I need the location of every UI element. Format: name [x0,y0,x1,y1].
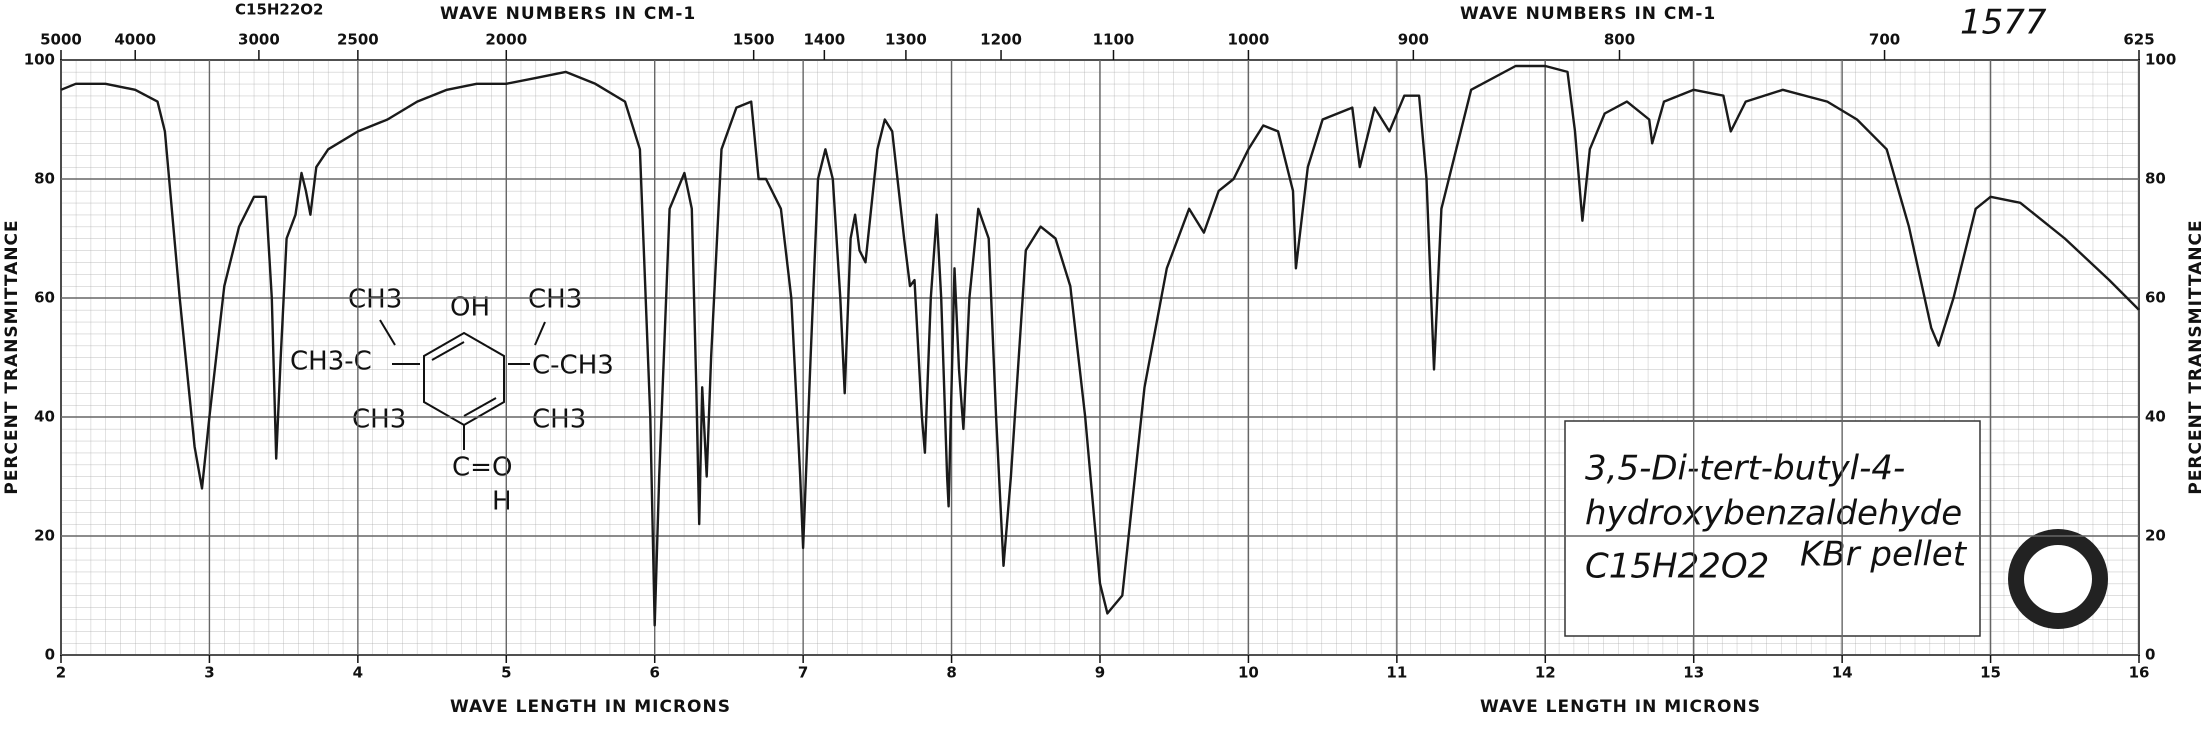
x2-tick-label: 1500 [733,31,775,49]
structure-label: C=O [452,453,512,483]
card [1564,420,1981,637]
x-tick-label: 8 [946,664,956,682]
x2-tick-label: 1300 [885,31,927,49]
label-card: 3,5-Di-tert-butyl-4- hydroxybenzaldehyde… [1564,420,2108,637]
x2-tick-label: 1400 [803,31,845,49]
y-tick-label: 0 [2145,646,2155,664]
y-tick-label: 80 [34,170,55,188]
y-tick-label: 60 [34,289,55,307]
x-axis-label: WAVE LENGTH IN MICRONS [1480,697,1761,717]
x2-tick-label: 2500 [337,31,379,49]
y-tick-label: 20 [2145,527,2166,545]
structure-label: C-CH3 [532,351,614,381]
x2-tick-label: 1200 [980,31,1022,49]
y-axis-label: PERCENT TRANSMITTANCE [2,219,22,494]
x-tick-label: 12 [1535,664,1556,682]
structure-label: CH3 [532,405,586,435]
structure-label: CH3 [348,285,402,315]
structure-label: CH3 [528,285,582,315]
y-tick-label: 0 [45,646,55,664]
x2-tick-label: 900 [1398,31,1429,49]
y-tick-label: 100 [24,51,55,69]
x-tick-label: 13 [1683,664,1704,682]
x-tick-label: 14 [1832,664,1853,682]
x2-tick-label: 800 [1604,31,1635,49]
logo-inner [2024,545,2092,613]
x2-tick-label: 3000 [238,31,280,49]
x-axis-label: WAVE LENGTH IN MICRONS [450,697,731,717]
catalog-number: 1577 [1960,3,2047,43]
x2-tick-label: 700 [1869,31,1900,49]
y-tick-label: 60 [2145,289,2166,307]
x-tick-label: 15 [1980,664,2001,682]
top-formula: C15H22O2 [235,1,324,19]
y-tick-label: 20 [34,527,55,545]
x-tick-label: 9 [1095,664,1105,682]
x-tick-label: 16 [2129,664,2150,682]
x2-tick-label: 625 [2123,31,2154,49]
x-tick-label: 11 [1386,664,1407,682]
x-tick-label: 10 [1238,664,1259,682]
x2-axis-label: WAVE NUMBERS IN CM-1 [1460,4,1716,24]
y-tick-label: 80 [2145,170,2166,188]
x2-axis-label: WAVE NUMBERS IN CM-1 [440,4,696,24]
x2-tick-label: 2000 [485,31,527,49]
compound-name: 3,5-Di-tert-butyl-4- [1585,449,1905,489]
x-tick-label: 6 [649,664,659,682]
sample-method: KBr pellet [1800,535,1968,575]
y-axis-label: PERCENT TRANSMITTANCE [2186,219,2206,494]
bonds [379,319,546,450]
x-tick-label: 5 [501,664,511,682]
y-tick-label: 40 [34,408,55,426]
formula: C15H22O2 [1585,547,1769,587]
x-tick-label: 4 [353,664,363,682]
x-tick-label: 3 [204,664,214,682]
structure: CH3 OH CH3 CH3-C C-CH3 CH3 CH3 C=O H [290,285,614,517]
spectrum-line [60,64,2140,627]
y-tick-label: 100 [2145,51,2176,69]
y-tick-label: 40 [2145,408,2166,426]
x-tick-label: 7 [798,664,808,682]
x2-tick-label: 5000 [40,31,82,49]
x2-tick-label: 1000 [1228,31,1270,49]
x2-tick-label: 4000 [114,31,156,49]
compound-name: hydroxybenzaldehyde [1585,494,1962,534]
x-tick-label: 2 [56,664,66,682]
structure-label: CH3 [352,405,406,435]
structure-label: OH [450,293,490,323]
structure-label: CH3-C [290,347,372,377]
structure-label: H [492,487,512,517]
x2-tick-label: 1100 [1093,31,1135,49]
